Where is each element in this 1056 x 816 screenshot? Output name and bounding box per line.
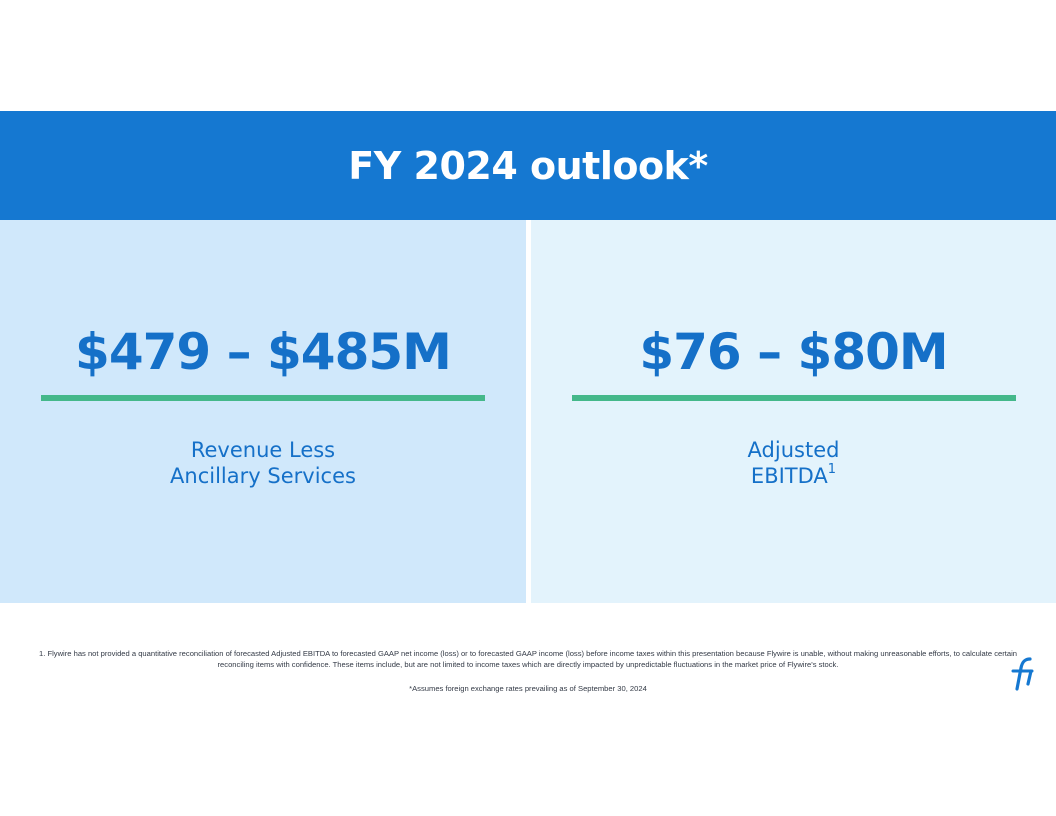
flywire-logo-icon [1011, 657, 1034, 691]
page-title: FY 2024 outlook* [348, 143, 708, 188]
footnote-fx-assumption: *Assumes foreign exchange rates prevaili… [409, 684, 647, 693]
revenue-label: Revenue Less Ancillary Services [0, 437, 526, 489]
revenue-panel: $479 – $485M Revenue Less Ancillary Serv… [0, 220, 526, 603]
ebitda-divider [572, 395, 1016, 401]
revenue-label-line2: Ancillary Services [170, 464, 356, 488]
ebitda-label-text: EBITDA [750, 464, 828, 488]
ebitda-panel: $76 – $80M Adjusted EBITDA1 [531, 220, 1056, 603]
ebitda-label-line2: EBITDA1 [531, 463, 1056, 489]
ebitda-footnote-marker: 1 [827, 462, 837, 477]
revenue-value: $479 – $485M [75, 323, 452, 381]
ebitda-value: $76 – $80M [639, 323, 948, 381]
ebitda-label: Adjusted EBITDA1 [531, 437, 1056, 489]
revenue-label-line1: Revenue Less [190, 438, 336, 462]
header-band: FY 2024 outlook* [0, 111, 1056, 220]
ebitda-label-line1: Adjusted [747, 438, 840, 462]
footnote-reconciliation: 1. Flywire has not provided a quantitati… [39, 649, 1017, 669]
revenue-divider [41, 395, 485, 401]
